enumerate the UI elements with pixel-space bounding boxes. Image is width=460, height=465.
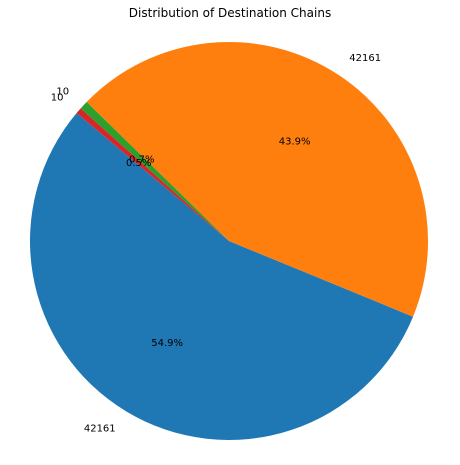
- slice-percent-0: 54.9%: [151, 338, 183, 349]
- pie-slices: [29, 41, 428, 441]
- pie-slice-0: [29, 113, 414, 441]
- chart-title: Distribution of Destination Chains: [129, 6, 331, 20]
- pie-slice-3: [76, 108, 229, 241]
- pie-labels: 42161 54.9% 42161 43.9% 10 0.7% 10 0.5%: [51, 53, 381, 434]
- slice-percent-1: 43.9%: [279, 136, 311, 147]
- pie-slice-2: [80, 101, 230, 241]
- slice-label-0: 42161: [84, 423, 116, 434]
- slice-label-1: 42161: [349, 53, 381, 64]
- slice-percent-3: 0.5%: [126, 158, 151, 169]
- slice-label-2: 10: [56, 87, 69, 98]
- slice-label-3: 10: [51, 93, 64, 104]
- slice-percent-2: 0.7%: [129, 154, 154, 165]
- pie-slice-1: [86, 41, 428, 317]
